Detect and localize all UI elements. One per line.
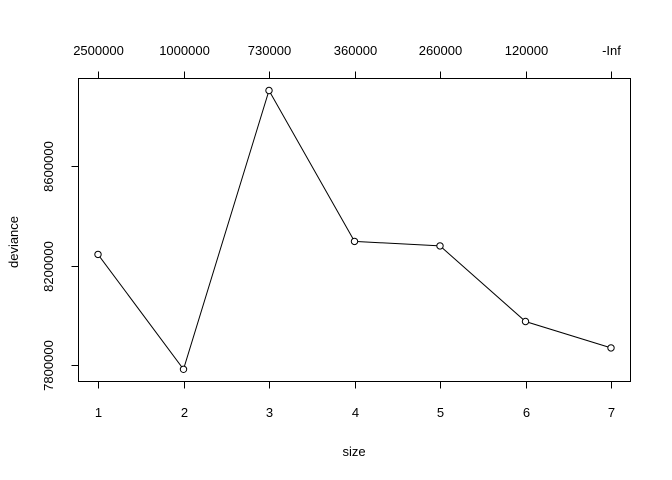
data-point [265, 86, 273, 95]
top-tick-label: 1000000 [159, 43, 210, 58]
plot-area-box [78, 78, 631, 382]
left-tick-label: 8200000 [41, 241, 56, 292]
bottom-tick-label: 4 [352, 405, 359, 420]
data-point [521, 317, 530, 326]
left-tick-label: 7800000 [41, 340, 56, 391]
bottom-tick-label: 1 [95, 405, 102, 420]
left-axis: 7800000 8200000 8600000 [41, 141, 79, 391]
top-tick-label: 120000 [505, 43, 548, 58]
deviance-series-line [97, 89, 612, 371]
data-points [94, 86, 615, 373]
bottom-tick-label: 3 [266, 405, 273, 420]
data-point [179, 365, 188, 373]
top-tick-label: 360000 [334, 43, 377, 58]
top-tick-label: 260000 [419, 43, 462, 58]
top-tick-label: -Inf [602, 43, 621, 58]
bottom-tick-label: 6 [523, 405, 530, 420]
top-axis: 2500000 1000000 730000 360000 260000 120000 -I… [73, 43, 621, 79]
bottom-tick-label: 7 [608, 405, 615, 420]
bottom-tick-label: 2 [181, 405, 188, 420]
y-axis-label: deviance [6, 216, 21, 268]
data-point [436, 242, 444, 250]
data-point [350, 237, 359, 246]
data-point [94, 250, 102, 259]
top-tick-label: 730000 [248, 43, 291, 58]
data-point [607, 344, 615, 352]
bottom-axis: 1 2 3 4 5 6 7 [95, 381, 615, 420]
left-tick-label: 8600000 [41, 141, 56, 192]
bottom-tick-label: 5 [437, 405, 444, 420]
top-tick-label: 2500000 [73, 43, 124, 58]
x-axis-label: size [342, 444, 365, 459]
